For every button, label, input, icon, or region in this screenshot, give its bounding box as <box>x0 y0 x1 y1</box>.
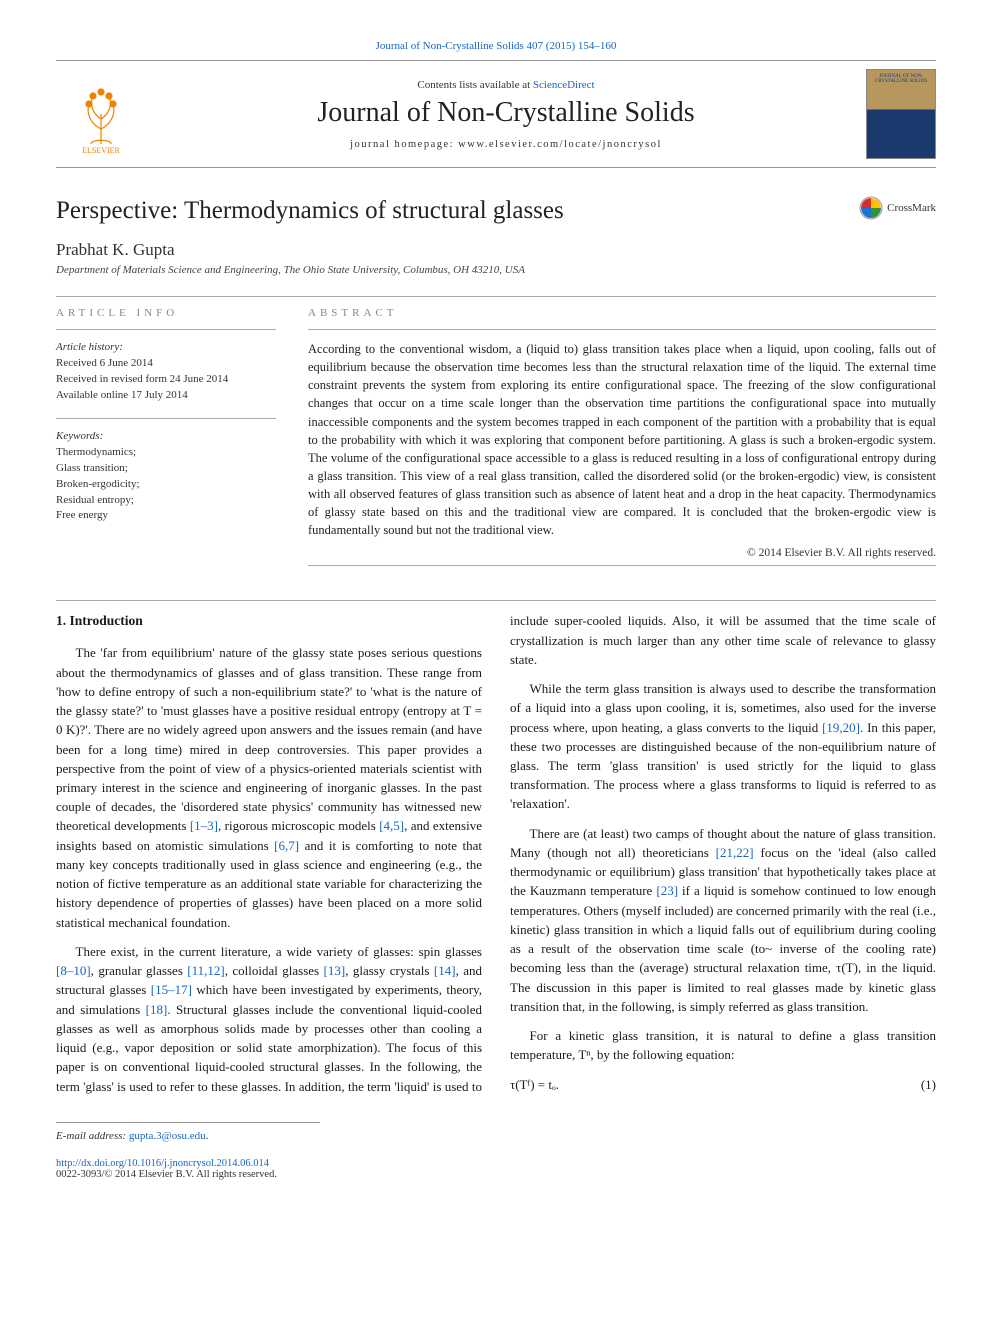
equation-number: (1) <box>921 1075 936 1094</box>
article-body: 1. Introduction The 'far from equilibriu… <box>56 611 936 1097</box>
author-name: Prabhat K. Gupta <box>56 240 936 260</box>
crossmark-label: CrossMark <box>887 202 936 214</box>
svg-text:ELSEVIER: ELSEVIER <box>82 146 120 154</box>
issn-copyright: 0022-3093/© 2014 Elsevier B.V. All right… <box>56 1169 277 1180</box>
equation-body: τ(Tᶠ) = tₒ. <box>510 1075 559 1094</box>
divider <box>56 296 936 297</box>
elsevier-tree-logo: ELSEVIER <box>56 69 146 159</box>
body-paragraph: The 'far from equilibrium' nature of the… <box>56 643 482 932</box>
author-affiliation: Department of Materials Science and Engi… <box>56 264 936 276</box>
contents-lists-line: Contents lists available at ScienceDirec… <box>146 79 866 91</box>
abstract-copyright: © 2014 Elsevier B.V. All rights reserved… <box>308 547 936 559</box>
author-email-link[interactable]: gupta.3@osu.edu <box>129 1130 206 1142</box>
body-paragraph: While the term glass transition is alway… <box>510 679 936 814</box>
citation-link[interactable]: [21,22] <box>716 845 754 860</box>
journal-citation-link[interactable]: Journal of Non-Crystalline Solids 407 (2… <box>56 40 936 52</box>
history-header: Article history: <box>56 340 276 356</box>
keyword: Broken-ergodicity; <box>56 477 276 493</box>
citation-link[interactable]: [8–10] <box>56 963 91 978</box>
body-paragraph: For a kinetic glass transition, it is na… <box>510 1026 936 1064</box>
citation-link[interactable]: [19,20] <box>822 720 860 735</box>
article-history: Article history: Received 6 June 2014 Re… <box>56 340 276 404</box>
citation-link[interactable]: [6,7] <box>274 838 299 853</box>
masthead: ELSEVIER Contents lists available at Sci… <box>56 60 936 168</box>
citation-link[interactable]: [15–17] <box>151 982 192 997</box>
citation-link[interactable]: [1–3] <box>190 818 218 833</box>
citation-link[interactable]: [18] <box>146 1002 168 1017</box>
keywords-block: Keywords: Thermodynamics; Glass transiti… <box>56 429 276 525</box>
body-paragraph: There are (at least) two camps of though… <box>510 824 936 1016</box>
citation-link[interactable]: [14] <box>434 963 456 978</box>
abstract-text: According to the conventional wisdom, a … <box>308 340 936 539</box>
article-title: Perspective: Thermodynamics of structura… <box>56 196 564 226</box>
masthead-center: Contents lists available at ScienceDirec… <box>146 79 866 150</box>
sciencedirect-link[interactable]: ScienceDirect <box>533 79 595 91</box>
footer: E-mail address: gupta.3@osu.edu. <box>56 1129 936 1144</box>
footer-separator <box>56 1122 320 1123</box>
divider <box>308 329 936 330</box>
journal-homepage-link[interactable]: journal homepage: www.elsevier.com/locat… <box>146 139 866 150</box>
keyword: Glass transition; <box>56 461 276 477</box>
history-line: Available online 17 July 2014 <box>56 388 276 404</box>
divider <box>56 600 936 601</box>
divider <box>56 329 276 330</box>
keywords-header: Keywords: <box>56 429 276 445</box>
journal-name: Journal of Non-Crystalline Solids <box>146 97 866 129</box>
keyword: Free energy <box>56 508 276 524</box>
divider <box>56 418 276 419</box>
journal-cover-label: JOURNAL OF NON-CRYSTALLINE SOLIDS <box>869 74 933 84</box>
section-heading-1: 1. Introduction <box>56 611 482 631</box>
doi-block: http://dx.doi.org/10.1016/j.jnoncrysol.2… <box>56 1158 936 1180</box>
keyword: Thermodynamics; <box>56 445 276 461</box>
keyword: Residual entropy; <box>56 493 276 509</box>
citation-link[interactable]: [13] <box>324 963 346 978</box>
contents-label: Contents lists available at <box>417 79 532 91</box>
email-label: E-mail address: <box>56 1130 129 1142</box>
journal-cover-thumbnail: JOURNAL OF NON-CRYSTALLINE SOLIDS <box>866 69 936 159</box>
equation-1: τ(Tᶠ) = tₒ. (1) <box>510 1075 936 1094</box>
crossmark-badge[interactable]: CrossMark <box>859 196 936 220</box>
article-info-label: ARTICLE INFO <box>56 307 276 319</box>
divider <box>308 565 936 566</box>
doi-link[interactable]: http://dx.doi.org/10.1016/j.jnoncrysol.2… <box>56 1158 269 1169</box>
abstract-label: ABSTRACT <box>308 307 936 319</box>
citation-link[interactable]: [4,5] <box>379 818 404 833</box>
citation-link[interactable]: [23] <box>656 883 678 898</box>
citation-link[interactable]: [11,12] <box>187 963 224 978</box>
history-line: Received in revised form 24 June 2014 <box>56 372 276 388</box>
history-line: Received 6 June 2014 <box>56 356 276 372</box>
